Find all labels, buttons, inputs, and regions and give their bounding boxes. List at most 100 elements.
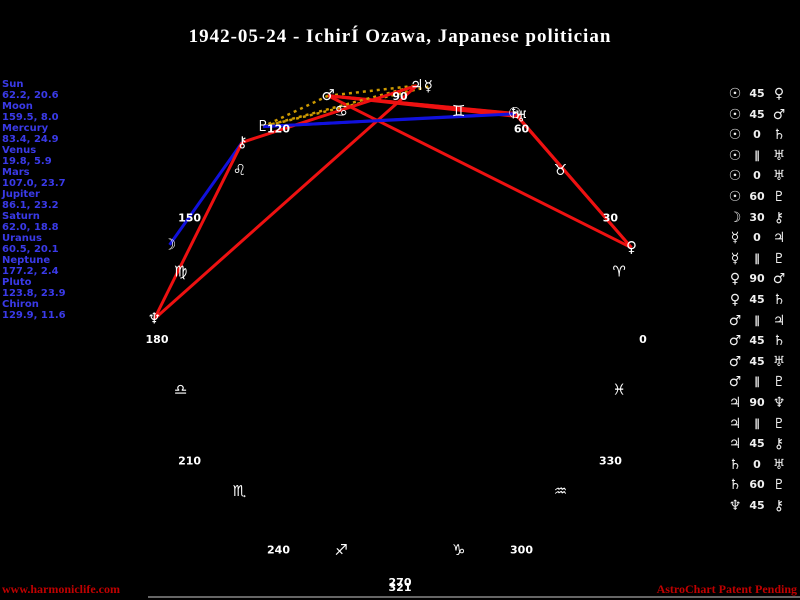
mercury-glyph-icon: ☿: [730, 250, 740, 267]
uranus-glyph-icon: ♅: [772, 353, 786, 370]
aspect-row-mercury-jupiter: ☿ 0 ♃: [726, 228, 798, 248]
aspect-line-mercury-pluto: [262, 85, 429, 128]
aspect-symbol: 90: [749, 396, 765, 409]
sign-glyph-taurus-icon: ♉: [554, 161, 567, 179]
aspect-symbol: 60: [749, 190, 765, 203]
planet-coords-neptune: 177.2, 2.4: [2, 266, 59, 277]
sign-glyph-aries-icon: ♈: [613, 263, 626, 281]
aspect-row-saturn-pluto: ♄ 60 ♇: [726, 475, 798, 495]
sign-glyph-libra-icon: ♎: [174, 380, 187, 398]
mars-glyph-icon: ♂: [772, 271, 786, 288]
aspect-symbol: 45: [749, 107, 765, 121]
planet-glyph-mars-icon: ♂: [321, 86, 334, 104]
aspect-row-sun-uranus: ☉ ∥ ♅: [726, 146, 798, 166]
aspect-symbol: 45: [749, 437, 765, 451]
planet-name-jupiter: Jupiter: [2, 189, 40, 200]
aspect-line-saturn-pluto: [263, 112, 516, 129]
planet-coords-pluto: 123.8, 23.9: [2, 288, 66, 299]
planet-glyph-jupiter-icon: ♃: [410, 76, 423, 94]
planet-glyph-mercury-icon: ☿: [424, 77, 433, 95]
aspect-row-sun-mars: ☉ 45 ♂: [726, 105, 798, 125]
planet-name-chiron: Chiron: [2, 299, 39, 310]
aspect-line-moon-chiron: [168, 141, 244, 246]
planet-name-neptune: Neptune: [2, 255, 51, 266]
saturn-glyph-icon: ♄: [772, 292, 786, 308]
degree-label-210: 210: [178, 455, 201, 468]
aspect-symbol: 0: [753, 457, 761, 471]
aspect-row-jupiter-chiron: ♃ 45 ⚷: [726, 434, 798, 454]
aspect-symbol: 60: [749, 478, 765, 492]
moon-glyph-icon: ☽: [728, 209, 742, 226]
neptune-glyph-icon: ♆: [772, 395, 786, 411]
venus-glyph-icon: ♀: [729, 271, 741, 288]
chart-title: 1942-05-24 - IchirÍ Ozawa, Japanese poli…: [188, 26, 612, 47]
jupiter-glyph-icon: ♃: [728, 415, 742, 432]
degree-label-180: 180: [146, 333, 169, 346]
pluto-glyph-icon: ♇: [772, 477, 786, 494]
aspect-symbol: 30: [749, 210, 765, 224]
planet-glyph-sun-icon: ☉: [508, 104, 521, 122]
chart-number: 321: [389, 581, 412, 594]
jupiter-glyph-icon: ♃: [728, 436, 742, 453]
planet-glyph-moon-icon: ☽: [163, 235, 176, 253]
aspect-symbol: ∥: [754, 375, 760, 389]
aspect-symbol: 90: [749, 272, 765, 286]
aspect-line-venus-mars: [327, 94, 633, 250]
sign-glyph-sagittarius-icon: ♐: [335, 541, 348, 559]
degree-label-60: 60: [514, 123, 530, 136]
mars-glyph-icon: ♂: [728, 312, 742, 329]
aspect-line-jupiter-chiron: [241, 84, 418, 144]
degree-label-300: 300: [510, 543, 533, 556]
sun-glyph-icon: ☉: [728, 86, 742, 102]
chiron-glyph-icon: ⚷: [773, 498, 785, 514]
degree-label-30: 30: [603, 212, 619, 225]
chiron-glyph-icon: ⚷: [773, 436, 785, 453]
aspect-symbol: 45: [749, 499, 765, 512]
aspect-symbol: 45: [749, 293, 765, 306]
planet-glyph-venus-icon: ♀: [626, 238, 637, 256]
patent-notice: AstroChart Patent Pending: [656, 582, 797, 596]
uranus-glyph-icon: ♅: [772, 147, 786, 164]
planet-glyph-neptune-icon: ♆: [148, 309, 161, 327]
aspect-row-jupiter-neptune: ♃ 90 ♆: [726, 393, 798, 413]
planet-name-pluto: Pluto: [2, 277, 32, 288]
pluto-glyph-icon: ♇: [772, 374, 786, 391]
saturn-glyph-icon: ♄: [772, 127, 786, 144]
aspect-row-sun-uranus: ☉ 0 ♅: [726, 166, 798, 186]
planet-coords-saturn: 62.0, 18.8: [2, 222, 59, 233]
degree-label-0: 0: [639, 333, 647, 346]
planet-name-sun: Sun: [2, 79, 24, 90]
mercury-glyph-icon: ☿: [730, 230, 740, 247]
aspect-symbol: 0: [753, 128, 761, 142]
pluto-glyph-icon: ♇: [772, 189, 786, 205]
planet-glyph-pluto-icon: ♇: [256, 117, 269, 135]
aspect-row-sun-venus: ☉ 45 ♀: [726, 84, 798, 104]
sign-glyph-cancer-icon: ♋: [335, 102, 348, 120]
aspect-row-mars-pluto: ♂ ∥ ♇: [726, 372, 798, 392]
planet-coords-jupiter: 86.1, 23.2: [2, 200, 59, 211]
planet-coords-mars: 107.0, 23.7: [2, 178, 66, 189]
sign-glyph-leo-icon: ♌: [233, 161, 246, 179]
uranus-glyph-icon: ♅: [772, 456, 786, 473]
aspect-symbol: ∥: [754, 251, 760, 265]
planet-name-venus: Venus: [2, 145, 37, 156]
neptune-glyph-icon: ♆: [728, 498, 742, 514]
planet-glyph-chiron-icon: ⚷: [237, 133, 248, 151]
sun-glyph-icon: ☉: [728, 106, 742, 123]
saturn-glyph-icon: ♄: [772, 333, 786, 350]
aspect-symbol: 45: [749, 334, 765, 348]
aspect-line-mars-uranus: [327, 94, 522, 119]
planet-name-saturn: Saturn: [2, 211, 40, 222]
aspect-row-mars-saturn: ♂ 45 ♄: [726, 331, 798, 351]
mars-glyph-icon: ♂: [728, 374, 742, 391]
sign-glyph-scorpio-icon: ♏: [233, 482, 247, 500]
aspect-list: ☉ 45 ♀ ☉ 45 ♂ ☉ 0 ♄ ☉ ∥ ♅ ☉ 0 ♅ ☉ 60 ♇ ☽ 30 ⚷ ☿ 0 ♃ ☿ ∥ ♇ ♀ 90 ♂ ♀ 45 ♄ ♂…: [726, 0, 800, 600]
aspect-symbol: 0: [753, 231, 761, 245]
aspect-symbol: 0: [753, 169, 761, 183]
aspect-symbol: 45: [749, 354, 765, 368]
sun-glyph-icon: ☉: [728, 127, 742, 144]
chiron-glyph-icon: ⚷: [773, 209, 785, 226]
planet-position-list: Sun 62.2, 20.6 Moon 159.5, 8.0 Mercury 83.4, …: [2, 79, 72, 321]
aspect-row-venus-saturn: ♀ 45 ♄: [726, 290, 798, 310]
